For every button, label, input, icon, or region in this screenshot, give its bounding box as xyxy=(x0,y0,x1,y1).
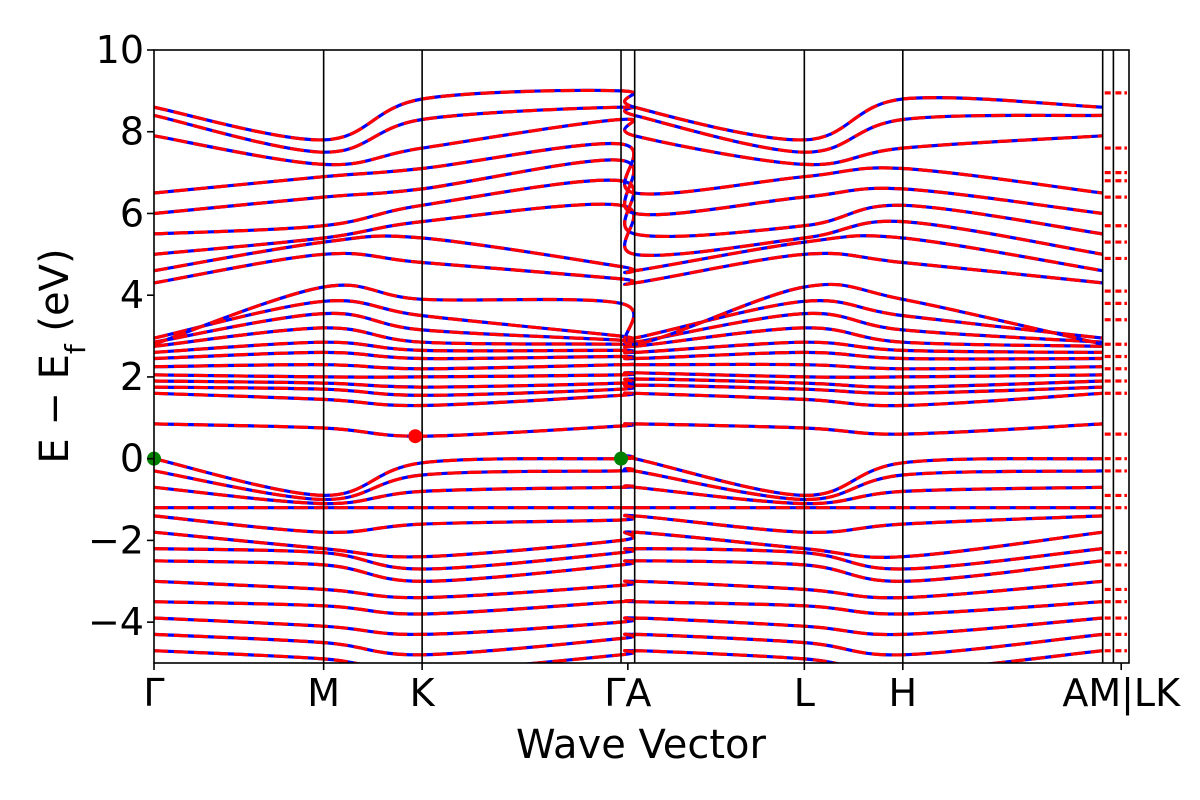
plot-area xyxy=(147,49,1130,664)
marker-vbm-1 xyxy=(614,451,629,466)
bands-group xyxy=(154,88,1127,663)
band-line-down-c14 xyxy=(154,234,1103,275)
x-tick-label-5: H xyxy=(889,671,918,715)
x-axis-title: Wave Vector xyxy=(516,722,767,768)
band-line-down-v5 xyxy=(154,513,1103,534)
y-tick-label-7: 10 xyxy=(96,28,144,72)
y-axis-title-main: E − E xyxy=(32,354,78,464)
y-axis-title: E − Ef (eV) xyxy=(32,248,92,463)
x-tick-label-6: AM|LK xyxy=(1062,671,1181,716)
band-line-down-c13 xyxy=(154,251,1103,287)
y-axis-ticks: −4 −2 0 2 4 6 8 10 xyxy=(88,28,154,644)
y-tick-label-2: 0 xyxy=(120,437,144,481)
x-tick-label-2: K xyxy=(410,671,436,715)
x-tick-label-0: Γ xyxy=(143,671,164,715)
band-line-up-v2 xyxy=(154,467,1103,502)
y-axis-title-sub: f xyxy=(59,343,92,354)
x-tick-label-3: ΓA xyxy=(604,671,651,715)
band-line-down-v6 xyxy=(154,530,1103,559)
y-tick-label-6: 8 xyxy=(120,110,144,154)
band-line-down-c12 xyxy=(154,282,1104,346)
band-line-up-c19 xyxy=(154,117,1103,167)
y-tick-label-4: 4 xyxy=(120,273,144,317)
y-tick-label-5: 6 xyxy=(120,191,144,235)
band-line-down-c6 xyxy=(154,362,1103,371)
x-tick-label-4: L xyxy=(794,671,815,715)
y-tick-label-3: 2 xyxy=(120,355,144,399)
y-tick-label-0: −4 xyxy=(88,600,144,644)
plot-frame xyxy=(153,49,1130,664)
band-line-down-v13 xyxy=(154,648,1103,663)
x-tick-label-1: M xyxy=(307,671,340,715)
x-axis-ticks: Γ M K ΓA L H AM|LK xyxy=(143,663,1181,716)
y-axis-title-unit: (eV) xyxy=(32,248,78,344)
band-line-down-v10 xyxy=(154,599,1103,616)
marker-cbm-2 xyxy=(408,429,423,444)
y-tick-label-1: −2 xyxy=(88,518,144,562)
